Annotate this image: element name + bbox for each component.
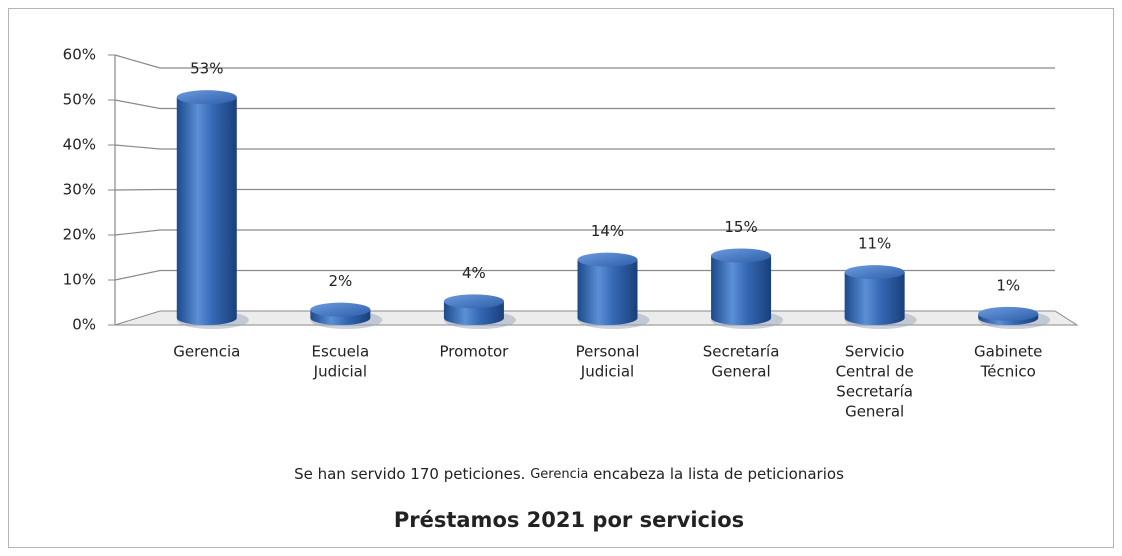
value-label: 15% — [724, 218, 757, 236]
x-tick-label: Técnico — [980, 363, 1036, 381]
chart-title: Préstamos 2021 por servicios — [394, 508, 744, 532]
grid-line — [114, 229, 1055, 236]
bar-top — [310, 302, 371, 317]
bar — [844, 272, 905, 325]
bar-top — [577, 252, 638, 267]
x-tick-label: Promotor — [440, 343, 510, 361]
grid-line — [114, 144, 1055, 150]
y-tick-label: 50% — [63, 91, 96, 109]
value-label: 2% — [328, 272, 352, 290]
grid-line — [114, 188, 1055, 191]
x-tick-label: Judicial — [580, 363, 634, 381]
x-tick-label: Judicial — [313, 363, 367, 381]
bar — [711, 255, 772, 325]
x-tick-label: Gerencia — [173, 343, 240, 361]
y-tick-label: 30% — [63, 181, 96, 199]
x-tick-label: Central de — [836, 363, 914, 381]
x-tick-label: Secretaría — [836, 383, 913, 401]
bar-top — [844, 265, 905, 280]
x-tick-label: General — [845, 403, 904, 421]
y-tick-label: 60% — [63, 46, 96, 64]
y-tick-label: 40% — [63, 136, 96, 154]
bar-top — [176, 90, 237, 105]
x-tick-label: Servicio — [845, 343, 905, 361]
y-tick-label: 20% — [63, 226, 96, 244]
value-label: 53% — [190, 60, 223, 78]
value-label: 1% — [996, 276, 1020, 294]
bar-top — [443, 294, 504, 309]
value-label: 4% — [462, 264, 486, 282]
x-tick-label: Gabinete — [974, 343, 1042, 361]
grid-line — [114, 99, 1055, 110]
caption: Se han servido 170 peticiones. Gerencia … — [294, 465, 844, 483]
value-label: 11% — [858, 235, 891, 253]
value-label: 14% — [591, 222, 624, 240]
y-tick-label: 10% — [63, 271, 96, 289]
x-tick-label: Escuela — [312, 343, 370, 361]
x-tick-label: Personal — [576, 343, 640, 361]
y-tick-label: 0% — [72, 316, 96, 334]
bar-top — [711, 248, 772, 263]
bar-top — [978, 306, 1039, 321]
bar — [577, 259, 638, 325]
grid-line — [114, 54, 1055, 69]
bar — [176, 97, 237, 326]
x-tick-label: Secretaría — [703, 343, 780, 361]
x-tick-label: General — [712, 363, 771, 381]
